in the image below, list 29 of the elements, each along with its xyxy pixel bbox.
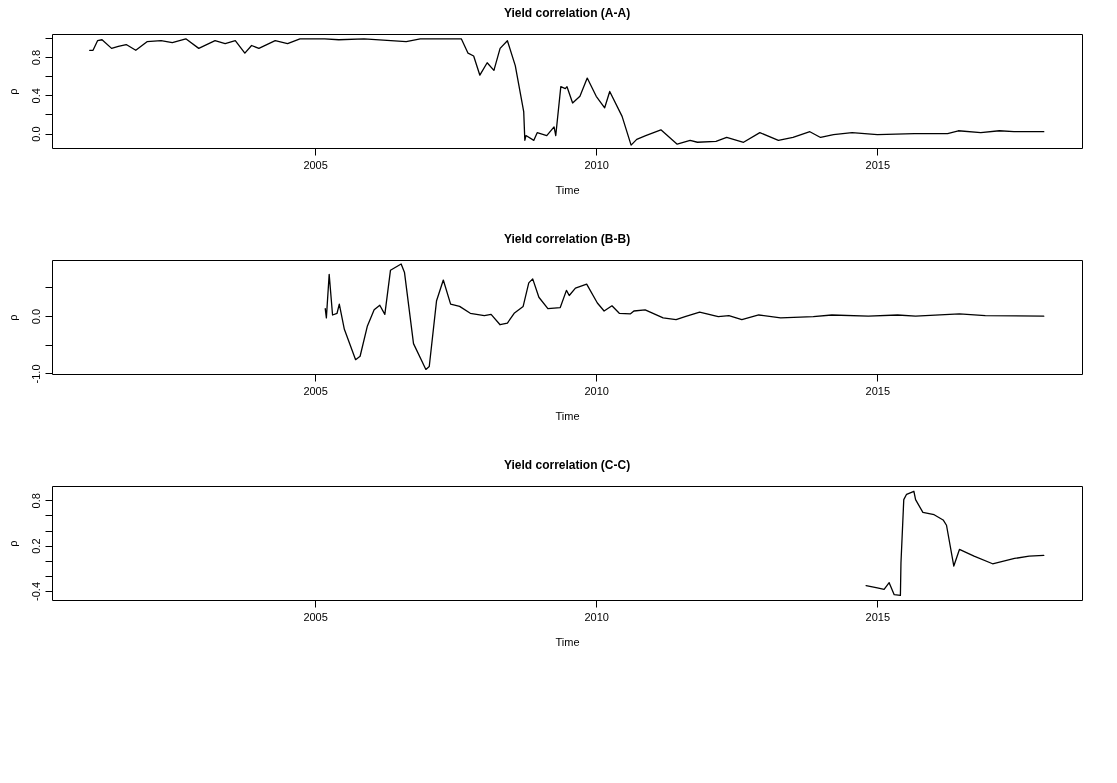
x-tick-label: 2015 <box>865 610 891 623</box>
y-tick-label: 0.2 <box>29 538 42 554</box>
x-tick-label: 2010 <box>584 158 609 171</box>
x-tick-label: 2015 <box>865 384 891 397</box>
x-tick-label: 2010 <box>584 384 609 397</box>
x-tick-label: 2005 <box>303 610 328 623</box>
y-axis-title: ρ <box>6 314 19 321</box>
y-tick-label: 0.0 <box>29 308 42 325</box>
y-tick-label: -1.0 <box>29 364 42 384</box>
line-series <box>324 263 1045 371</box>
y-tick-label: -0.4 <box>29 581 42 601</box>
y-tick-label: 0.4 <box>29 88 42 104</box>
x-axis-title: Time <box>555 635 580 648</box>
y-tick-label: 0.8 <box>29 49 42 66</box>
chart-title: Yield correlation (A-A) <box>503 6 631 20</box>
y-tick-label: 0.8 <box>29 493 42 509</box>
x-axis-title: Time <box>555 409 580 422</box>
x-tick-label: 2015 <box>865 158 891 171</box>
chart-title: Yield correlation (C-C) <box>503 458 631 472</box>
x-axis-title: Time <box>555 183 580 196</box>
line-series <box>865 490 1045 597</box>
line-series <box>89 38 1045 146</box>
x-tick-label: 2005 <box>303 384 328 397</box>
y-axis-title: ρ <box>6 88 19 95</box>
chart-title: Yield correlation (B-B) <box>503 232 631 246</box>
x-tick-label: 2010 <box>584 610 609 623</box>
y-tick-label: 0.0 <box>29 126 42 142</box>
x-tick-label: 2005 <box>303 158 328 171</box>
y-axis-title: ρ <box>6 540 19 547</box>
